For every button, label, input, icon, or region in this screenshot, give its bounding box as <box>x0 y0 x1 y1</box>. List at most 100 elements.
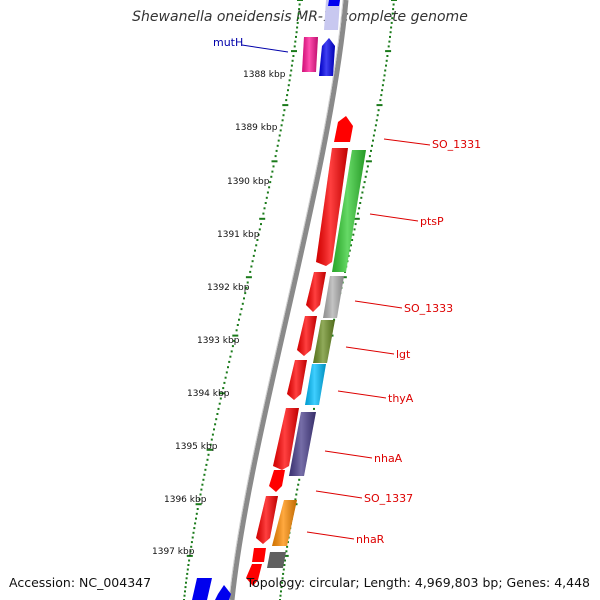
tick-minor <box>313 407 315 410</box>
tick-minor <box>356 212 359 215</box>
tick-minor <box>199 493 202 496</box>
kbp-label: 1396 kbp <box>164 495 207 505</box>
gene-label-thyA[interactable]: thyA <box>388 392 414 405</box>
tick-minor <box>294 498 297 501</box>
gene-SO_1337-red[interactable] <box>269 470 285 492</box>
map-title: Shewanella oneidensis MR-1, complete gen… <box>132 9 468 25</box>
tick-minor <box>262 212 265 215</box>
tick-major <box>353 217 360 220</box>
tick-minor <box>274 155 277 158</box>
tick-minor <box>297 483 300 486</box>
tick-minor <box>384 69 387 72</box>
tick-minor <box>295 31 298 34</box>
gene-SO_1333[interactable] <box>323 276 344 318</box>
tick-minor <box>391 12 394 15</box>
tick-minor <box>389 31 392 34</box>
gene-small-gray <box>267 552 286 568</box>
gene-nhaA[interactable] <box>289 412 316 476</box>
tick-minor <box>201 483 204 486</box>
tick-major <box>297 0 303 1</box>
tick-minor <box>296 21 299 24</box>
gene-lgt[interactable] <box>313 320 335 363</box>
gene-lgt-red[interactable] <box>297 316 317 356</box>
tick-minor <box>281 581 283 584</box>
tick-minor <box>210 438 213 441</box>
tick-minor <box>361 191 364 194</box>
tick-minor <box>295 35 297 38</box>
tick-minor <box>351 239 354 241</box>
gene-label-nhaR[interactable]: nhaR <box>356 533 385 546</box>
gene-thyA-red[interactable] <box>287 360 307 400</box>
gene-thyA[interactable] <box>305 364 326 405</box>
gene-bottom-blue-1 <box>192 578 212 600</box>
tick-minor <box>193 527 196 530</box>
tick-minor <box>287 84 290 87</box>
tick-minor <box>374 124 377 127</box>
gene-nhaR[interactable] <box>272 500 297 546</box>
tick-minor <box>388 40 391 43</box>
gene-SO_1333-red[interactable] <box>306 272 326 312</box>
tick-minor <box>211 433 214 436</box>
tick-minor <box>381 89 384 92</box>
tick-minor <box>209 443 212 446</box>
genome-backbone-highlight <box>228 0 344 600</box>
gene-nhaA-red[interactable] <box>273 408 299 470</box>
tick-minor <box>281 119 284 122</box>
tick-minor <box>223 381 226 384</box>
gene-SO_1331[interactable] <box>334 116 353 142</box>
kbp-label: 1389 kbp <box>235 123 278 133</box>
tick-minor <box>296 488 299 491</box>
tick-minor <box>185 577 188 580</box>
gene-label-ptsP[interactable]: ptsP <box>420 215 444 228</box>
accession-text: Accession: NC_004347 <box>9 575 152 590</box>
tick-minor <box>297 12 300 15</box>
tick-minor <box>288 79 291 82</box>
tick-minor <box>392 8 395 11</box>
tick-minor <box>190 541 193 544</box>
tick-minor <box>190 545 193 548</box>
tick-minor <box>252 254 255 257</box>
tick-minor <box>280 124 283 127</box>
genome-summary: Topology: circular; Length: 4,969,803 bp… <box>246 575 590 590</box>
tick-minor <box>350 244 352 247</box>
tick-minor <box>296 26 299 29</box>
tick-minor <box>284 559 286 562</box>
tick-minor <box>373 129 376 132</box>
tick-minor <box>387 45 390 48</box>
tick-minor <box>375 119 378 122</box>
gene-label-lgt[interactable]: lgt <box>396 348 411 361</box>
tick-minor <box>389 35 391 38</box>
tick-minor <box>286 545 289 548</box>
gene-label-SO_1337[interactable]: SO_1337 <box>364 492 413 505</box>
gene-small-red-1 <box>252 548 266 562</box>
tick-minor <box>245 286 248 289</box>
gene-ptsP-red[interactable] <box>316 148 348 266</box>
tick-minor <box>257 233 260 236</box>
gene-label-nhaA[interactable]: nhaA <box>374 452 403 465</box>
tick-minor <box>377 109 380 112</box>
kbp-label: 1392 kbp <box>207 283 250 293</box>
tick-minor <box>235 329 238 332</box>
gene-ptsP[interactable] <box>332 150 366 272</box>
tick-minor <box>280 586 283 589</box>
tick-minor <box>283 109 286 112</box>
tick-minor <box>385 59 388 62</box>
leader-SO_1337 <box>315 490 363 499</box>
tick-minor <box>286 541 289 544</box>
tick-minor <box>386 55 389 57</box>
gene-mutH[interactable] <box>319 38 335 76</box>
tick-minor <box>225 371 228 374</box>
tick-minor <box>365 170 368 173</box>
tick-minor <box>236 324 239 326</box>
gene-nhaR-red[interactable] <box>256 496 278 544</box>
gene-label-SO_1331[interactable]: SO_1331 <box>432 138 481 151</box>
tick-minor <box>278 134 281 137</box>
tick-major <box>232 334 239 337</box>
tick-minor <box>277 139 280 142</box>
tick-minor <box>222 387 225 390</box>
leader-nhaA <box>324 450 373 459</box>
tick-major <box>271 160 278 163</box>
gene-label-mutH[interactable]: mutH <box>213 36 243 49</box>
gene-label-SO_1333[interactable]: SO_1333 <box>404 302 453 315</box>
